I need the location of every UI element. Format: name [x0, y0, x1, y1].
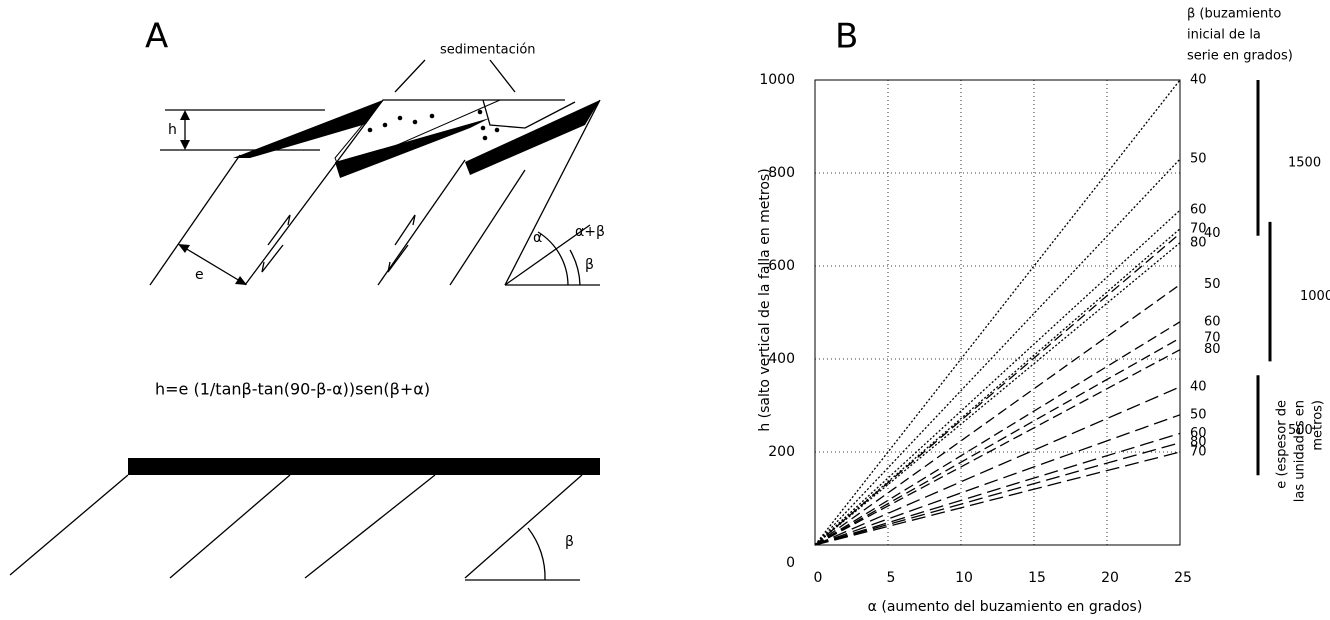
series-label: 60 — [1204, 314, 1221, 329]
series-line — [814, 79, 1181, 546]
thickness-label: 1000 — [1300, 289, 1330, 304]
series-line — [814, 321, 1181, 546]
series-label: 60 — [1190, 203, 1207, 218]
series-line — [814, 232, 1181, 546]
x-tick-label: 10 — [955, 570, 973, 586]
series-line — [814, 284, 1181, 546]
y-tick-label: 600 — [768, 258, 795, 274]
y-tick-label: 800 — [768, 165, 795, 181]
series-line — [814, 451, 1181, 546]
series-label: 50 — [1190, 152, 1207, 167]
legend-title: inicial de la — [1187, 28, 1261, 43]
x-tick-label: 0 — [814, 570, 823, 586]
thickness-title: e (espesor de — [1275, 400, 1290, 489]
e-label: e — [195, 267, 204, 283]
x-tick-label: 5 — [887, 570, 896, 586]
series-label: 70 — [1190, 445, 1207, 460]
x-tick-label: 20 — [1101, 570, 1119, 586]
series-line — [814, 228, 1181, 546]
series-label: 40 — [1190, 379, 1207, 394]
chart: 0 5 10 15 20 25 0 200 400 600 800 1000 α (aumento de… — [757, 7, 1330, 616]
series-line — [814, 414, 1181, 546]
y-tick-label: 400 — [768, 351, 795, 367]
y-tick-label: 200 — [768, 444, 795, 460]
series-line — [814, 242, 1181, 546]
panel-label: B — [835, 17, 858, 57]
fault-diagram — [9, 59, 601, 581]
h-label: h — [168, 122, 177, 138]
formula: h=e (1/tanβ-tan(90-β-α))sen(β+α) — [155, 380, 430, 399]
series-label: 80 — [1190, 235, 1207, 250]
series-label: 80 — [1190, 435, 1207, 450]
series-line — [814, 349, 1181, 546]
x-axis-label: α (aumento del buzamiento en grados) — [868, 599, 1143, 615]
thickness-label: 500 — [1288, 423, 1313, 438]
beta-label: β — [565, 534, 574, 550]
y-tick-label: 0 — [786, 555, 795, 571]
series-label: 50 — [1204, 277, 1221, 292]
thickness-title: las unidades en — [1293, 400, 1308, 502]
sediment-label: sedimentación — [440, 43, 536, 58]
thickness-label: 1500 — [1288, 155, 1321, 170]
series-line — [814, 386, 1181, 546]
series-label: 50 — [1190, 407, 1207, 422]
legend-title: β (buzamiento — [1187, 7, 1281, 22]
x-tick-label: 15 — [1028, 570, 1046, 586]
thickness-title: metros) — [1311, 400, 1326, 451]
series-label: 60 — [1190, 426, 1207, 441]
alpha-beta-label: α+β — [575, 224, 605, 240]
series-label: 80 — [1204, 342, 1221, 357]
series-label: 40 — [1204, 226, 1221, 241]
series-line — [814, 209, 1181, 546]
series-line — [814, 337, 1181, 546]
alpha-label: α — [533, 230, 542, 246]
x-tick-label: 25 — [1174, 570, 1192, 586]
series-line — [814, 158, 1181, 546]
y-tick-label: 1000 — [759, 72, 795, 88]
series-line — [814, 432, 1181, 546]
y-axis-label: h (salto vertical de la falla en metros) — [757, 168, 773, 431]
series-label: 40 — [1190, 73, 1207, 88]
beta-label: β — [585, 257, 594, 273]
series-label: 70 — [1190, 221, 1207, 236]
series-line — [814, 442, 1181, 546]
legend-title: serie en grados) — [1187, 49, 1293, 64]
panel-label: A — [145, 17, 168, 57]
series-label: 70 — [1204, 331, 1221, 346]
